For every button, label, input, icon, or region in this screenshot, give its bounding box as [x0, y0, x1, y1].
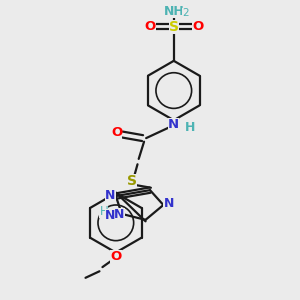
- Text: N: N: [164, 197, 174, 210]
- Text: N: N: [105, 189, 116, 202]
- Text: N: N: [114, 208, 124, 221]
- Text: N: N: [105, 209, 115, 223]
- Text: S: S: [169, 20, 179, 34]
- Text: O: O: [110, 250, 122, 263]
- Text: N: N: [168, 118, 179, 131]
- Text: S: S: [127, 174, 137, 188]
- Text: O: O: [192, 20, 203, 33]
- Text: O: O: [144, 20, 156, 33]
- Text: H: H: [100, 205, 108, 218]
- Text: 2: 2: [182, 8, 188, 18]
- Text: H: H: [185, 121, 195, 134]
- Text: O: O: [111, 126, 122, 139]
- Text: NH: NH: [164, 5, 184, 18]
